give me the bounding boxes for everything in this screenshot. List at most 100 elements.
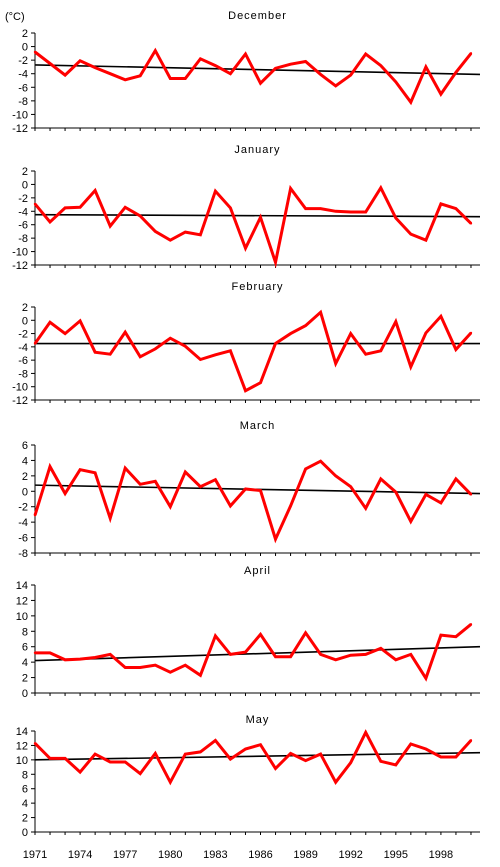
- data-point: [244, 389, 247, 392]
- x-tick-label: 1977: [113, 849, 137, 861]
- data-point: [154, 347, 157, 351]
- y-tick-label: -2: [18, 329, 28, 341]
- data-point: [48, 321, 52, 324]
- y-tick-label: 0: [22, 179, 28, 191]
- data-point: [154, 230, 157, 233]
- chart-panel-may: May 14 12 10 8 6 4 2 0: [16, 714, 481, 839]
- data-point: [108, 517, 112, 520]
- data-point: [439, 315, 443, 318]
- y-tick-label: 0: [22, 315, 28, 327]
- data-point: [139, 483, 142, 486]
- series-line: [33, 729, 473, 786]
- data-point: [469, 739, 473, 742]
- data-point: [334, 84, 337, 88]
- data-point: [424, 238, 428, 242]
- data-point: [409, 653, 413, 656]
- x-tick-label: 1980: [158, 849, 182, 861]
- y-tick-label: 2: [22, 813, 28, 825]
- y-tick-label: 4: [22, 798, 28, 810]
- data-point: [33, 651, 37, 655]
- x-tick-label: 1983: [203, 849, 227, 861]
- data-point: [78, 206, 82, 209]
- chart-panel-february: February 20 -2-4-6-8 -10-12: [12, 281, 480, 407]
- data-point: [108, 760, 112, 764]
- data-point: [184, 752, 187, 756]
- chart-panel-january: January 20 -2-4 -6-8 -10-12: [12, 144, 481, 272]
- data-point: [409, 365, 413, 368]
- data-point: [289, 504, 292, 508]
- data-point: [214, 634, 217, 638]
- y-tick-label: -10: [12, 382, 28, 394]
- y-tick-label: -10: [12, 247, 28, 259]
- data-point: [259, 216, 262, 219]
- data-point: [33, 202, 37, 206]
- y-tick-label: -8: [18, 548, 28, 560]
- data-point: [469, 623, 473, 626]
- data-point: [259, 743, 262, 746]
- data-point: [349, 73, 352, 77]
- x-tick-label: 1998: [429, 849, 453, 861]
- data-point: [33, 50, 37, 54]
- data-point: [184, 664, 187, 667]
- data-point: [424, 677, 428, 680]
- data-point: [379, 647, 382, 650]
- data-point: [304, 207, 307, 210]
- data-point: [244, 747, 247, 751]
- x-tick-label: 1971: [23, 849, 47, 861]
- data-point: [469, 331, 473, 335]
- data-point: [394, 80, 398, 84]
- data-point: [364, 352, 367, 356]
- data-point: [319, 752, 322, 756]
- y-tick-label: -12: [12, 395, 28, 407]
- data-point: [409, 520, 413, 523]
- data-point: [169, 781, 172, 784]
- data-point: [424, 331, 428, 335]
- data-point: [229, 504, 232, 508]
- y-tick-label: 0: [22, 42, 28, 54]
- data-point: [139, 355, 142, 359]
- y-tick-label: -8: [18, 233, 28, 245]
- data-point: [124, 206, 127, 209]
- x-tick-label: 1995: [384, 849, 408, 861]
- data-point: [409, 101, 413, 104]
- data-point: [424, 493, 428, 496]
- data-point: [139, 214, 142, 218]
- chart-panels: December20-2-4-6-8-10-12January20-2-4-6-…: [12, 10, 481, 839]
- data-point: [214, 478, 217, 481]
- data-point: [304, 60, 307, 63]
- data-point: [454, 71, 458, 74]
- panel-title: January: [234, 144, 280, 156]
- data-point: [364, 52, 367, 56]
- panel-title: April: [244, 565, 271, 577]
- x-tick-label: 1989: [293, 849, 317, 861]
- data-point: [78, 468, 82, 471]
- data-point: [394, 320, 398, 323]
- data-point: [334, 362, 337, 365]
- data-point: [319, 460, 322, 463]
- chart-panel-march: March 6 4 2 0 -2 -4 -6 -8: [18, 420, 481, 560]
- y-tick-label: 12: [16, 740, 28, 752]
- data-point: [184, 470, 187, 474]
- data-point: [304, 467, 307, 471]
- y-tick-label: 6: [22, 642, 28, 654]
- data-point: [93, 350, 97, 354]
- y-tick-label: 10: [16, 755, 28, 767]
- data-point: [379, 760, 382, 763]
- data-point: [334, 474, 337, 478]
- data-point: [139, 74, 142, 77]
- y-tick-label: 12: [16, 595, 28, 607]
- data-point: [454, 348, 458, 351]
- y-tick-label: 0: [22, 827, 28, 839]
- data-point: [454, 477, 458, 481]
- data-point: [349, 761, 352, 764]
- y-tick-label: 8: [22, 769, 28, 781]
- data-point: [154, 49, 157, 52]
- data-point: [78, 59, 82, 63]
- data-point: [244, 52, 247, 56]
- data-point: [439, 202, 443, 206]
- data-point: [289, 655, 292, 658]
- y-tick-label: -12: [12, 123, 28, 135]
- y-tick-label: -12: [12, 260, 28, 272]
- data-point: [169, 337, 172, 340]
- data-point: [319, 311, 322, 314]
